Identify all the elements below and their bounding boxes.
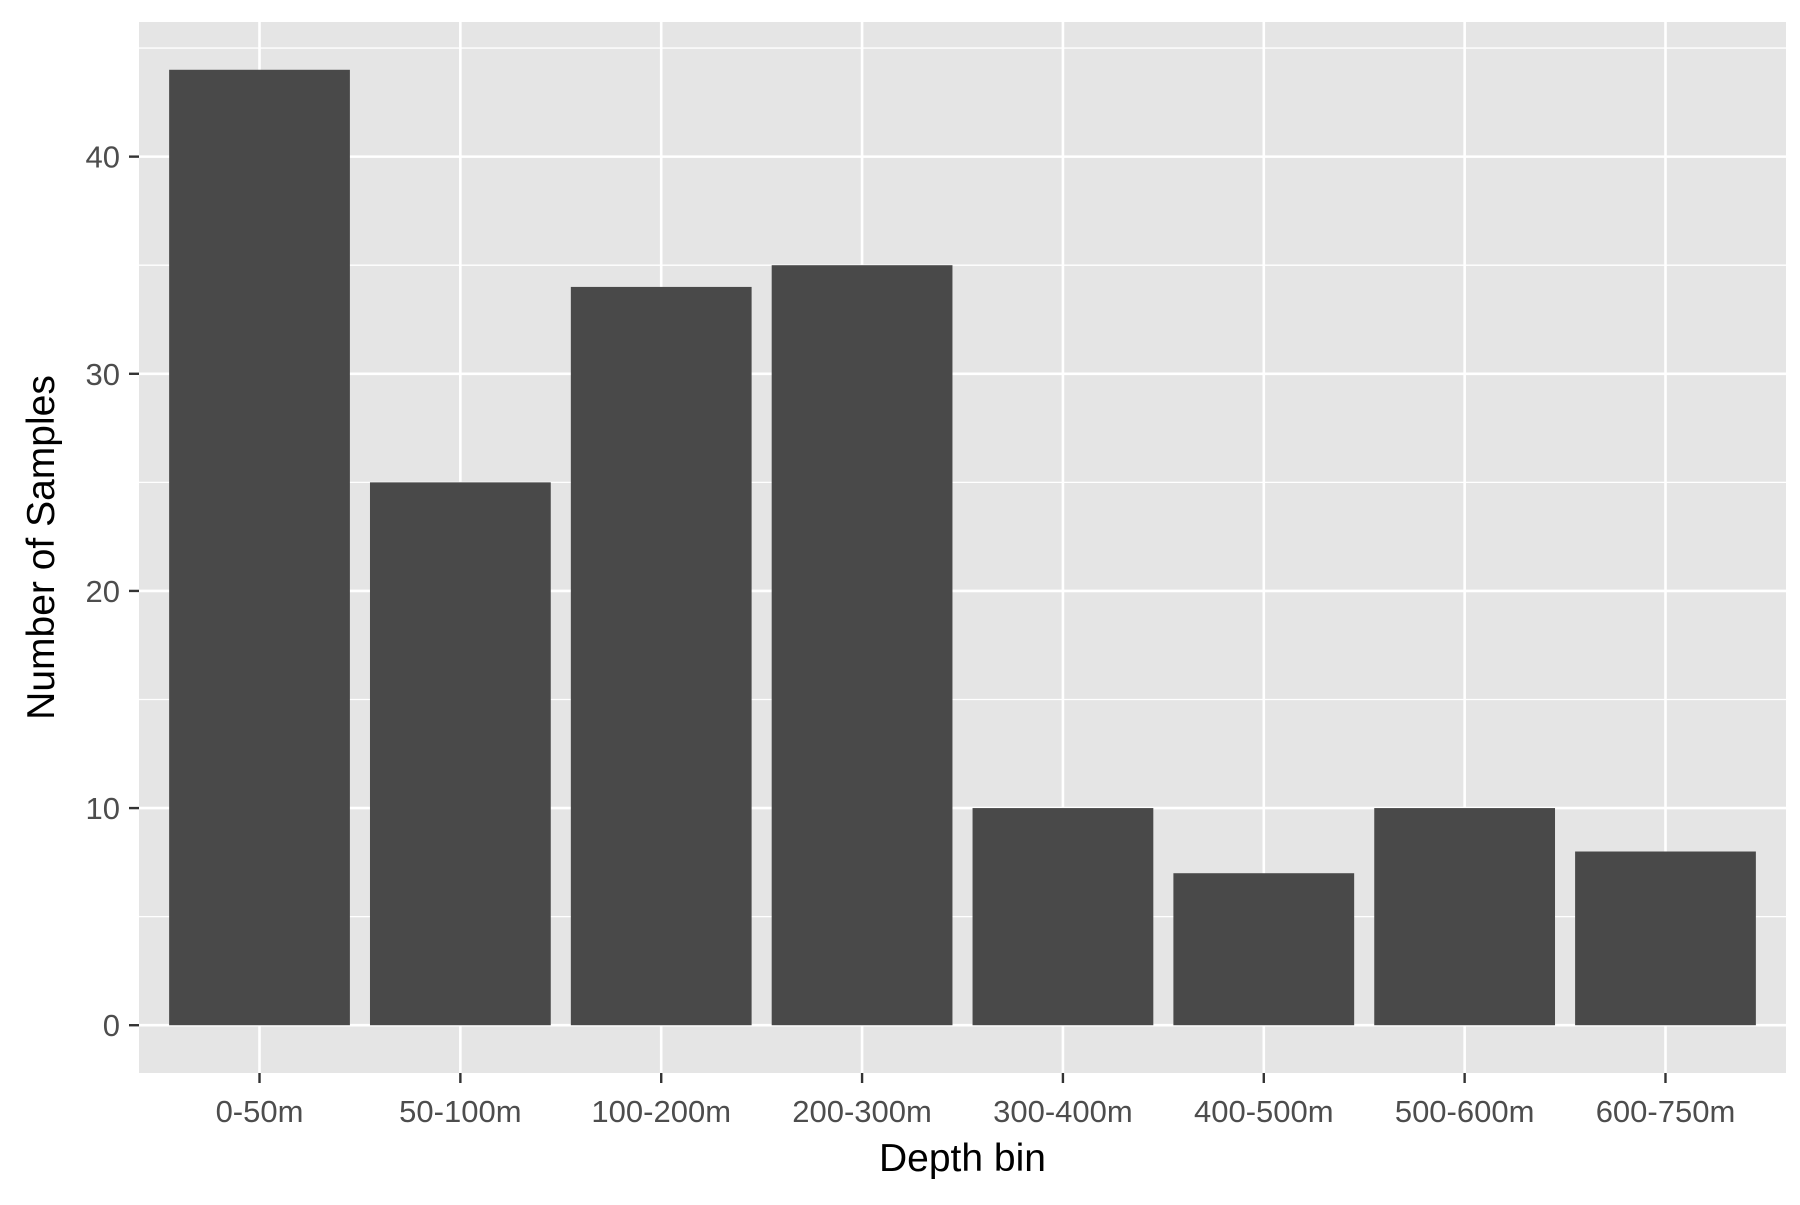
x-axis-title: Depth bin bbox=[879, 1137, 1046, 1180]
y-tick-label: 30 bbox=[86, 357, 120, 392]
x-tick-label: 500-600m bbox=[1395, 1094, 1535, 1129]
bar-50-100m bbox=[369, 482, 551, 1026]
x-tick-label: 100-200m bbox=[591, 1094, 731, 1129]
bar-0-50m bbox=[169, 69, 350, 1026]
bar-600-750m bbox=[1575, 851, 1756, 1026]
axis-ticks bbox=[129, 155, 1667, 1083]
x-tick-label: 300-400m bbox=[993, 1094, 1133, 1129]
y-axis-title: Number of Samples bbox=[20, 375, 63, 720]
x-tick-label: 0-50m bbox=[216, 1094, 304, 1129]
x-tick-label: 50-100m bbox=[399, 1094, 521, 1129]
bars bbox=[169, 69, 1756, 1026]
y-tick-label: 20 bbox=[86, 574, 120, 609]
y-tick-label: 40 bbox=[86, 140, 120, 175]
x-tick-label: 400-500m bbox=[1194, 1094, 1334, 1129]
bar-400-500m bbox=[1173, 873, 1355, 1026]
y-tick-label: 0 bbox=[103, 1008, 120, 1043]
bar-300-400m bbox=[972, 808, 1154, 1026]
bar-100-200m bbox=[570, 286, 752, 1026]
tick-labels: 0 10 20 30 40 0-50m 50-100m 100-200m 200-300m 300… bbox=[86, 140, 1736, 1129]
bar-500-600m bbox=[1374, 808, 1556, 1026]
x-tick-label: 200-300m bbox=[792, 1094, 932, 1129]
y-tick-label: 10 bbox=[86, 791, 120, 826]
x-tick-label: 600-750m bbox=[1596, 1094, 1736, 1129]
bar-200-300m bbox=[771, 265, 953, 1026]
